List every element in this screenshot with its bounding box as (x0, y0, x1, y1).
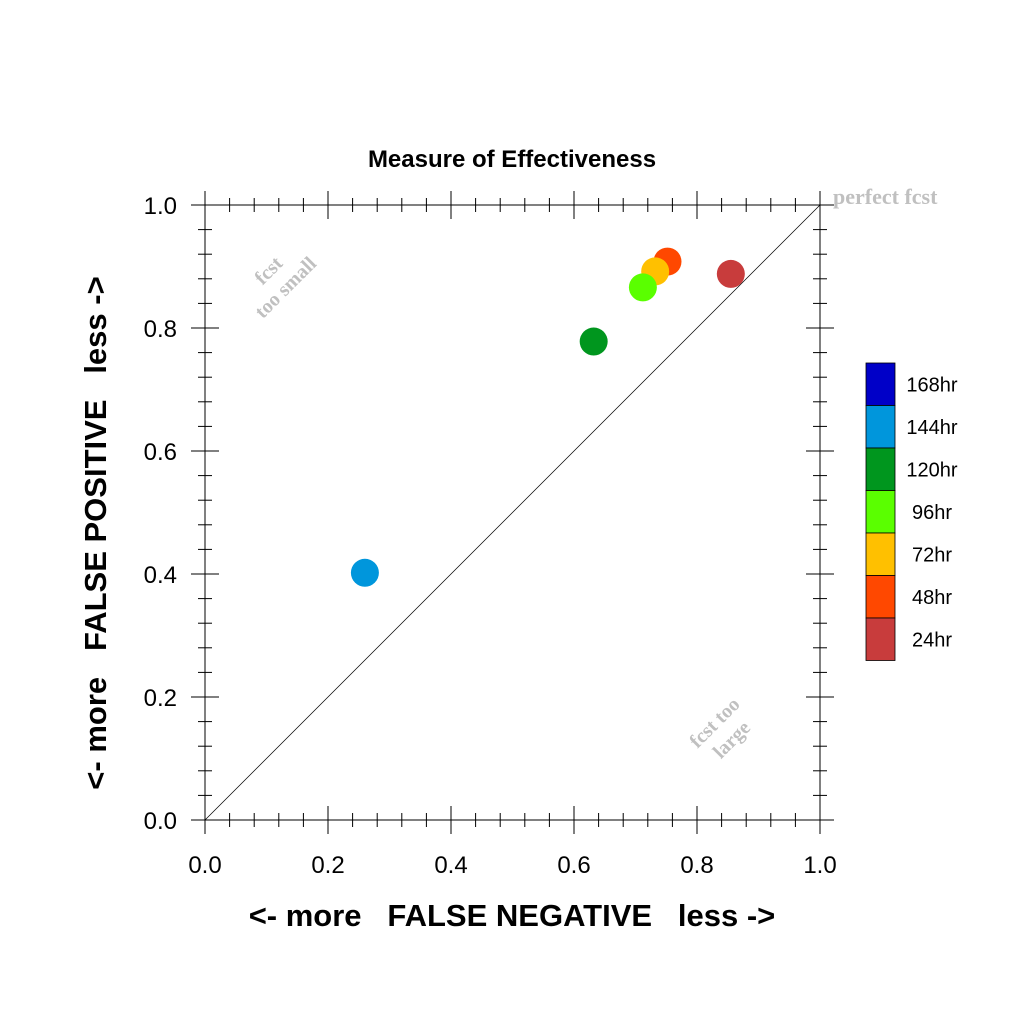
data-point-24hr (716, 259, 745, 288)
x-tick-label: 1.0 (803, 852, 836, 879)
legend-swatch-72hr (865, 532, 896, 576)
x-tick-label: 0.0 (188, 852, 221, 879)
legend-swatch-96hr (865, 490, 896, 534)
y-tick-label: 0.6 (144, 439, 177, 466)
legend: 168hr 144hr 120hr 96hr 72hr 48hr 24hr (865, 362, 958, 661)
data-point-96hr (628, 273, 657, 302)
y-tick-label: 0.4 (144, 562, 177, 589)
legend-swatch-120hr (865, 447, 896, 491)
legend-label-72hr: 72hr (912, 544, 952, 566)
legend-label-96hr: 96hr (912, 502, 952, 524)
y-axis-label: <- more FALSE POSITIVE less -> (78, 276, 113, 789)
y-tick-label: 0.0 (144, 808, 177, 835)
diagonal-reference-line (204, 204, 821, 821)
chart-title: Measure of Effectiveness (368, 146, 656, 173)
legend-label-24hr: 24hr (912, 629, 952, 651)
legend-label-168hr: 168hr (906, 374, 957, 396)
legend-swatch-168hr (865, 362, 896, 406)
legend-label-48hr: 48hr (912, 587, 952, 609)
perfect-forecast-annotation: perfect fcst (833, 184, 938, 209)
x-tick-label: 0.4 (434, 852, 467, 879)
x-tick-label: 0.2 (311, 852, 344, 879)
plot-frame (204, 204, 821, 821)
x-tick-label: 0.6 (557, 852, 590, 879)
data-point-120hr (579, 327, 608, 356)
y-tick-label: 0.2 (144, 685, 177, 712)
x-tick-label: 0.8 (680, 852, 713, 879)
x-axis-label: <- more FALSE NEGATIVE less -> (249, 898, 776, 933)
legend-label-120hr: 120hr (906, 459, 957, 481)
legend-label-144hr: 144hr (906, 417, 957, 439)
legend-swatch-48hr (865, 575, 896, 619)
y-tick-label: 1.0 (144, 193, 177, 220)
legend-swatch-144hr (865, 405, 896, 449)
legend-swatch-24hr (865, 617, 896, 661)
data-point-144hr (350, 558, 379, 587)
y-tick-label: 0.8 (144, 316, 177, 343)
